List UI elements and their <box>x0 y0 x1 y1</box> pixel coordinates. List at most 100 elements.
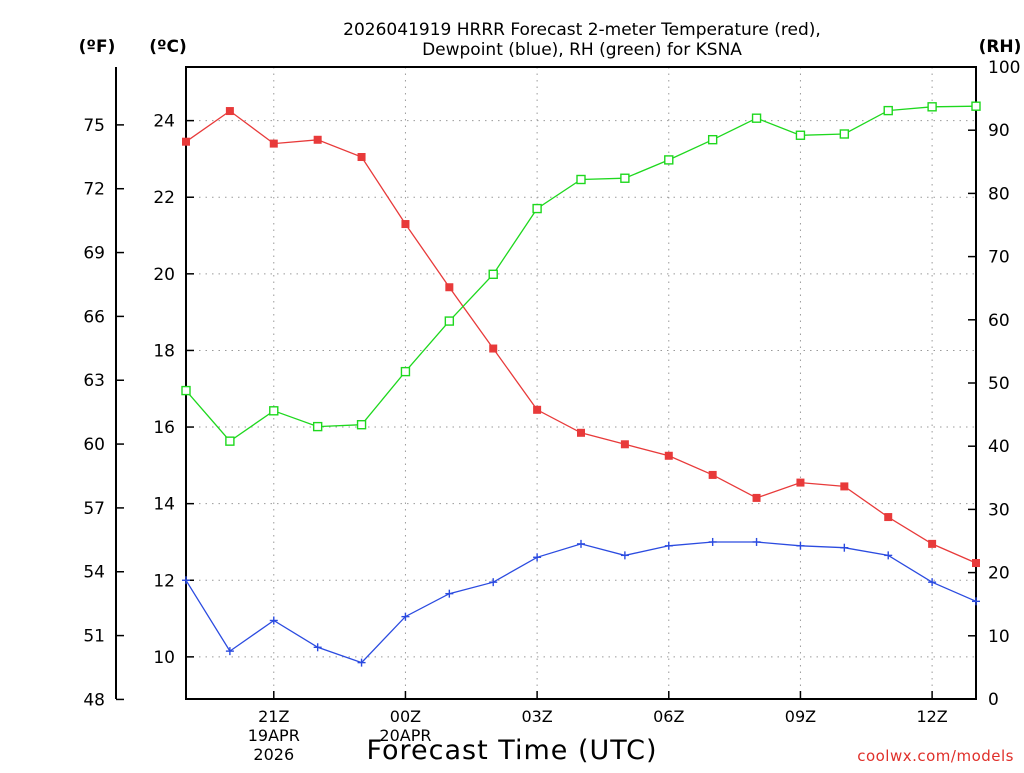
rh-point <box>795 130 806 140</box>
temperature-point <box>664 451 673 460</box>
celsius-tick-label: 12 <box>153 571 175 591</box>
rh-point <box>664 155 674 165</box>
temperature-point <box>313 135 322 144</box>
rh-point <box>751 113 762 123</box>
celsius-tick-label: 20 <box>153 265 175 285</box>
rh-tick-label: 10 <box>988 627 1010 647</box>
rh-point <box>444 316 455 326</box>
x-tick-label: 12Z <box>916 707 947 726</box>
rh-point <box>576 174 586 185</box>
rh-point <box>356 420 367 430</box>
dewpoint-point <box>884 551 893 560</box>
temperature-point <box>840 482 849 491</box>
rh-tick-label: 70 <box>988 248 1010 268</box>
x-tick-label: 00Z <box>390 707 421 726</box>
celsius-unit-label: (ºC) <box>149 37 187 57</box>
temperature-point <box>708 470 717 479</box>
x-axis-label: Forecast Time (UTC) <box>366 735 657 766</box>
plot-frame <box>185 66 977 700</box>
rh-tick-label: 80 <box>988 184 1010 204</box>
rh-point <box>532 203 542 214</box>
celsius-tick-label: 22 <box>153 188 175 208</box>
dewpoint-point <box>752 537 761 546</box>
x-tick-label: 03Z <box>521 707 552 726</box>
celsius-tick-label: 16 <box>153 418 175 438</box>
fahrenheit-tick-label: 57 <box>83 499 105 519</box>
rh-tick-label: 40 <box>988 437 1010 457</box>
x-tick-label: 06Z <box>653 707 684 726</box>
temperature-point <box>401 220 410 229</box>
dewpoint-point <box>972 597 980 606</box>
dewpoint-point <box>182 576 190 585</box>
temperature-point <box>533 405 542 414</box>
dewpoint-point <box>313 643 322 652</box>
temperature-point <box>884 513 893 522</box>
temperature-point <box>489 344 498 353</box>
dewpoint-point <box>401 612 410 621</box>
fahrenheit-tick-label: 72 <box>83 180 105 200</box>
x-tick-label: 20APR <box>379 726 431 745</box>
rh-point <box>181 385 191 396</box>
temperature-point <box>577 428 585 437</box>
chart-title-line1: 2026041919 HRRR Forecast 2-meter Tempera… <box>343 20 821 40</box>
site-credit: coolwx.com/models <box>857 747 1014 765</box>
fahrenheit-unit-label: (ºF) <box>79 37 116 57</box>
rh-tick-label: 60 <box>988 311 1010 331</box>
dewpoint-point <box>269 616 278 625</box>
dewpoint-point <box>225 647 234 656</box>
fahrenheit-tick-label: 66 <box>83 307 105 327</box>
rh-tick-label: 50 <box>988 374 1010 394</box>
rh-point <box>839 129 850 139</box>
rh-tick-label: 90 <box>988 121 1010 141</box>
fahrenheit-tick-label: 69 <box>83 244 105 264</box>
temperature-point <box>972 559 980 568</box>
celsius-tick-label: 10 <box>153 648 175 668</box>
rh-tick-label: 100 <box>988 58 1020 78</box>
rh-point <box>312 421 323 432</box>
x-tick-label: 19APR <box>248 726 300 745</box>
temperature-point <box>357 153 366 162</box>
temperature-point <box>928 539 937 548</box>
rh-unit-label: (RH) <box>979 37 1022 57</box>
temperature-point <box>796 478 805 487</box>
rh-point <box>707 134 718 145</box>
temperature-point <box>225 107 234 116</box>
rh-point <box>620 173 630 183</box>
rh-point <box>400 366 411 377</box>
chart-title-line2: Dewpoint (blue), RH (green) for KSNA <box>422 40 742 60</box>
dewpoint-point <box>620 551 629 560</box>
dewpoint-point <box>489 578 498 587</box>
dewpoint-point <box>796 541 805 550</box>
temperature-point <box>445 283 454 292</box>
rh-point <box>269 406 279 416</box>
fahrenheit-tick-label: 51 <box>83 627 105 647</box>
dewpoint-point <box>445 589 454 598</box>
rh-point <box>225 436 235 446</box>
rh-tick-label: 0 <box>988 690 999 710</box>
rh-tick-label: 30 <box>988 500 1010 520</box>
dewpoint-point <box>928 578 937 587</box>
fahrenheit-tick-label: 54 <box>83 563 105 583</box>
rh-point <box>488 269 498 279</box>
fahrenheit-tick-label: 48 <box>83 690 105 710</box>
dewpoint-point <box>577 539 585 548</box>
temperature-point <box>269 139 278 148</box>
dewpoint-point <box>357 658 366 667</box>
celsius-tick-label: 18 <box>153 341 175 361</box>
rh-point <box>927 102 937 112</box>
celsius-tick-label: 14 <box>153 495 175 515</box>
fahrenheit-tick-label: 75 <box>83 116 105 136</box>
fahrenheit-tick-label: 60 <box>83 435 105 455</box>
rh-point <box>883 105 893 116</box>
dewpoint-point <box>533 553 542 562</box>
temperature-point <box>752 493 761 502</box>
dewpoint-point <box>708 537 717 546</box>
temperature-point <box>182 137 190 146</box>
x-tick-label: 09Z <box>785 707 816 726</box>
dewpoint-point <box>840 543 849 552</box>
rh-tick-label: 20 <box>988 564 1010 584</box>
fahrenheit-tick-label: 63 <box>83 371 105 391</box>
x-tick-label: 21Z <box>258 707 289 726</box>
